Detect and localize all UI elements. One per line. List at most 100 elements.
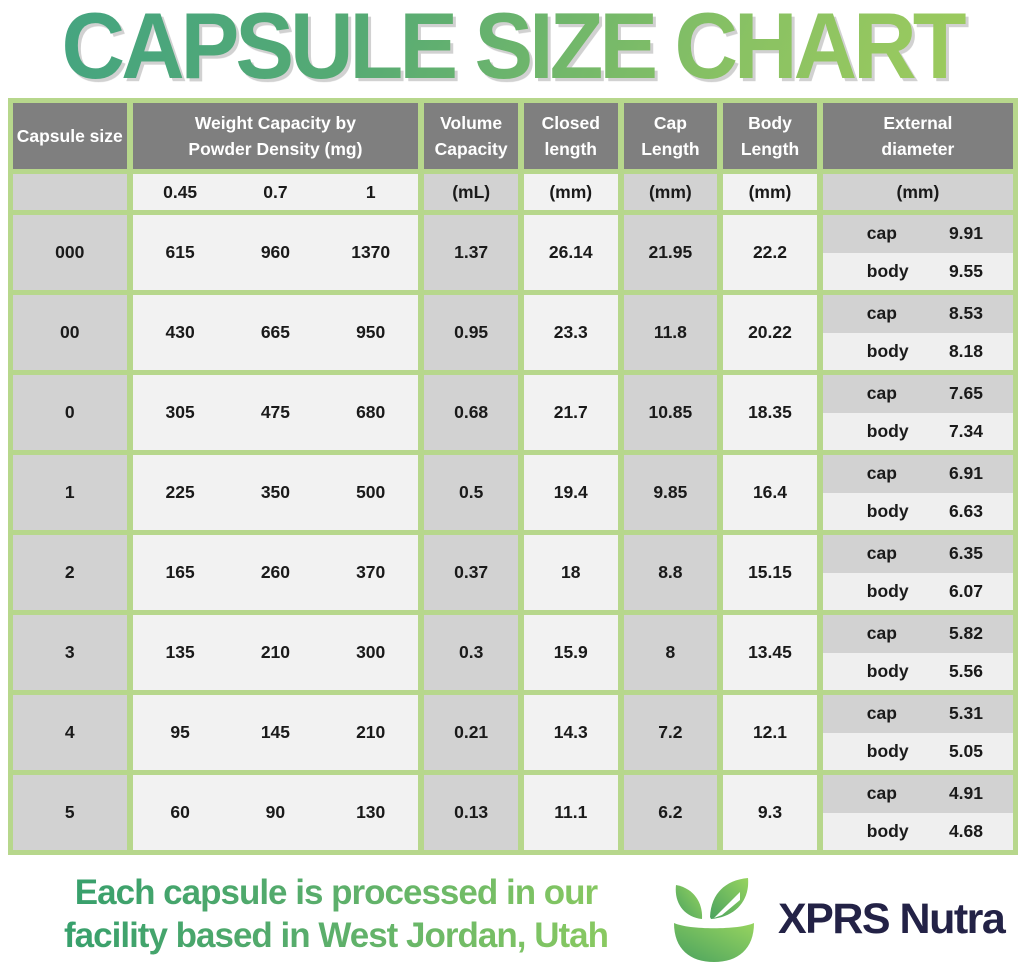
external-cap-row: cap 5.31	[822, 695, 1013, 733]
weight-07-value: 665	[260, 322, 291, 342]
weight-07-value: 90	[265, 802, 286, 822]
weight-045-value: 95	[170, 722, 190, 742]
brand-name: XPRS Nutra	[778, 894, 1006, 943]
external-body-value: 7.34	[948, 420, 983, 441]
weight-07-value: 210	[260, 642, 291, 662]
units-density-values: 0.45 0.7 1	[132, 174, 419, 210]
external-cap-value: 6.91	[948, 463, 983, 484]
closed-length-cell: 14.3	[523, 695, 618, 770]
closed-length-cell: 19.4	[523, 455, 618, 530]
external-body-label: body	[866, 260, 909, 281]
capsule-size-cell: 000	[13, 215, 127, 290]
external-cap-label: cap	[866, 783, 897, 804]
volume-capacity-cell: 0.21	[424, 695, 518, 770]
header-capsule-size: Capsule size	[13, 103, 127, 169]
capsule-size-table: Capsule size Weight Capacity by Powder D…	[8, 98, 1018, 855]
external-cap-label: cap	[866, 623, 897, 644]
external-cap-label: cap	[866, 303, 897, 324]
external-body-row: body 7.34	[822, 412, 1013, 450]
body-length-cell: 12.1	[723, 695, 817, 770]
external-body-row: body 6.63	[822, 492, 1013, 530]
weight-capacity-cell: 615 960 1370	[132, 215, 419, 290]
external-body-value: 9.55	[948, 260, 983, 281]
external-body-value: 6.63	[948, 500, 983, 521]
external-body-label: body	[866, 660, 909, 681]
volume-capacity-cell: 0.5	[424, 455, 518, 530]
header-weight-capacity: Weight Capacity by Powder Density (mg)	[132, 103, 419, 169]
capsule-size-cell: 5	[13, 775, 127, 850]
weight-1-value: 300	[356, 642, 386, 662]
external-cap-row: cap 6.35	[822, 535, 1013, 573]
external-cap-row: cap 9.91	[822, 215, 1013, 253]
capsule-size-cell: 0	[13, 375, 127, 450]
external-body-label: body	[866, 500, 909, 521]
header-external-diameter: External diameter	[822, 103, 1013, 169]
external-cap-row: cap 7.65	[822, 375, 1013, 413]
external-body-row: body 5.05	[822, 732, 1013, 770]
mortar-leaves-icon	[674, 878, 754, 962]
external-cap-value: 4.91	[948, 783, 983, 804]
units-external-diameter: (mm)	[822, 174, 1013, 210]
external-body-value: 4.68	[948, 820, 983, 841]
header-body-length: Body Length	[723, 103, 817, 169]
volume-capacity-cell: 0.3	[424, 615, 518, 690]
body-length-cell: 15.15	[723, 535, 817, 610]
external-diameter-cell: cap 5.82 body 5.56	[822, 615, 1013, 690]
external-cap-label: cap	[866, 383, 897, 404]
weight-capacity-cell: 95 145 210	[132, 695, 419, 770]
weight-1-value: 500	[356, 482, 386, 502]
weight-1-value: 1370	[351, 242, 391, 262]
external-cap-row: cap 5.82	[822, 615, 1013, 653]
external-body-label: body	[866, 340, 909, 361]
external-body-value: 8.18	[948, 340, 983, 361]
density-1: 1	[365, 181, 376, 202]
weight-1-value: 950	[356, 322, 386, 342]
footer-line2: facility based in West Jordan, Utah	[64, 915, 608, 955]
footer-line1: Each capsule is processed in our	[74, 873, 598, 912]
weight-045-value: 225	[165, 482, 195, 502]
body-length-cell: 13.45	[723, 615, 817, 690]
external-diameter-cell: cap 8.53 body 8.18	[822, 295, 1013, 370]
weight-045-value: 135	[165, 642, 195, 662]
weight-capacity-cell: 225 350 500	[132, 455, 419, 530]
volume-capacity-cell: 0.68	[424, 375, 518, 450]
brand-logo: XPRS Nutra	[664, 874, 1014, 964]
external-cap-row: cap 4.91	[822, 775, 1013, 813]
capsule-size-cell: 2	[13, 535, 127, 610]
weight-045-value: 305	[165, 402, 195, 422]
body-length-cell: 9.3	[723, 775, 817, 850]
volume-capacity-cell: 1.37	[424, 215, 518, 290]
weight-07-value: 475	[260, 402, 291, 422]
external-diameter-cell: cap 7.65 body 7.34	[822, 375, 1013, 450]
weight-07-value: 350	[260, 482, 291, 502]
capsule-size-cell: 3	[13, 615, 127, 690]
external-diameter-cell: cap 6.91 body 6.63	[822, 455, 1013, 530]
external-diameter-cell: cap 9.91 body 9.55	[822, 215, 1013, 290]
units-body-length: (mm)	[723, 174, 817, 210]
external-cap-value: 6.35	[948, 543, 983, 564]
external-cap-value: 5.31	[948, 703, 983, 724]
external-diameter-cell: cap 5.31 body 5.05	[822, 695, 1013, 770]
units-closed-length: (mm)	[523, 174, 618, 210]
cap-length-cell: 8	[623, 615, 718, 690]
weight-045-value: 615	[165, 242, 195, 262]
external-diameter-cell: cap 6.35 body 6.07	[822, 535, 1013, 610]
volume-capacity-cell: 0.37	[424, 535, 518, 610]
weight-045-value: 165	[165, 562, 195, 582]
weight-capacity-cell: 305 475 680	[132, 375, 419, 450]
weight-045-value: 60	[170, 802, 190, 822]
external-body-row: body 8.18	[822, 332, 1013, 370]
external-body-value: 5.05	[948, 740, 983, 761]
external-diameter-cell: cap 4.91 body 4.68	[822, 775, 1013, 850]
external-body-row: body 5.56	[822, 652, 1013, 690]
capsule-size-cell: 1	[13, 455, 127, 530]
weight-1-value: 130	[356, 802, 386, 822]
volume-capacity-cell: 0.13	[424, 775, 518, 850]
external-body-label: body	[866, 420, 909, 441]
density-07: 0.7	[263, 181, 288, 202]
cap-length-cell: 11.8	[623, 295, 718, 370]
closed-length-cell: 23.3	[523, 295, 618, 370]
weight-1-value: 680	[356, 402, 386, 422]
external-body-label: body	[866, 580, 909, 601]
external-body-row: body 4.68	[822, 812, 1013, 850]
